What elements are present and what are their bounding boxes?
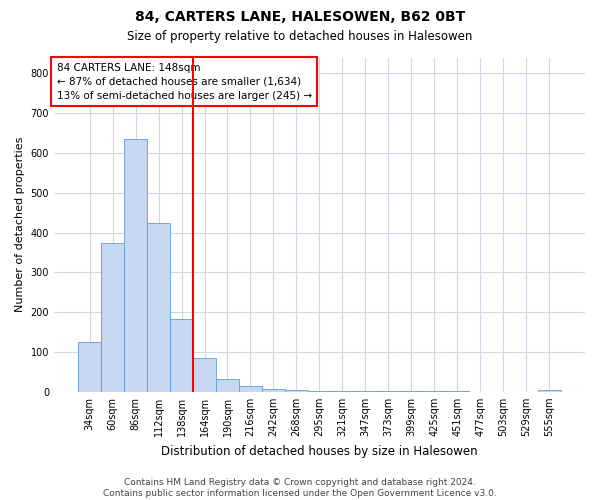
Bar [285, 390, 308, 392]
Text: 84, CARTERS LANE, HALESOWEN, B62 0BT: 84, CARTERS LANE, HALESOWEN, B62 0BT [135, 10, 465, 24]
Bar [216, 379, 239, 392]
Y-axis label: Number of detached properties: Number of detached properties [15, 137, 25, 312]
Bar [101, 242, 124, 392]
Bar [193, 358, 216, 392]
Bar [124, 139, 147, 392]
Text: Size of property relative to detached houses in Halesowen: Size of property relative to detached ho… [127, 30, 473, 43]
Bar [262, 388, 285, 392]
X-axis label: Distribution of detached houses by size in Halesowen: Distribution of detached houses by size … [161, 444, 478, 458]
Bar [78, 342, 101, 392]
Bar [170, 320, 193, 392]
Bar [147, 222, 170, 392]
Text: 84 CARTERS LANE: 148sqm
← 87% of detached houses are smaller (1,634)
13% of semi: 84 CARTERS LANE: 148sqm ← 87% of detache… [56, 62, 311, 100]
Bar [538, 390, 561, 392]
Bar [239, 386, 262, 392]
Text: Contains HM Land Registry data © Crown copyright and database right 2024.
Contai: Contains HM Land Registry data © Crown c… [103, 478, 497, 498]
Bar [308, 390, 331, 392]
Bar [331, 391, 354, 392]
